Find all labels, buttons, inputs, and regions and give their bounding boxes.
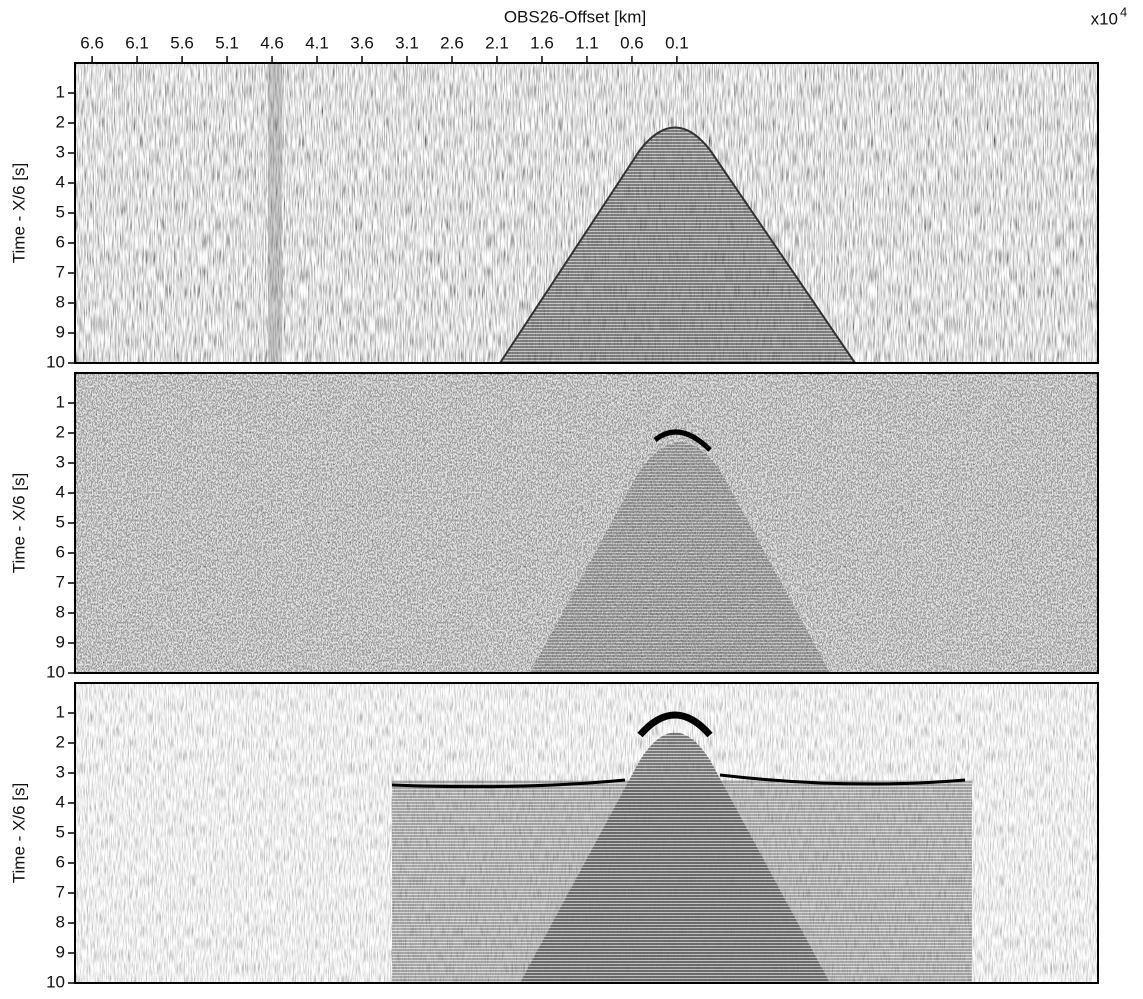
y-tick-label: 2 <box>56 732 65 751</box>
y-tick-label: 2 <box>56 112 65 131</box>
y-tick-label: 6 <box>56 232 65 251</box>
y-tick-label: 7 <box>56 262 65 281</box>
y-tick-label: 7 <box>56 572 65 591</box>
y-tick-label: 8 <box>56 912 65 931</box>
section-image <box>75 373 1098 673</box>
x-tick-label: 0.1 <box>665 33 689 52</box>
y-axis-label: Time - X/6 [s] <box>9 783 28 883</box>
y-tick-label: 10 <box>46 352 65 371</box>
x-tick-label: 1.6 <box>530 33 554 52</box>
y-tick-label: 1 <box>56 82 65 101</box>
y-tick-label: 6 <box>56 852 65 871</box>
x-tick-label: 5.6 <box>170 33 194 52</box>
y-axis-label: Time - X/6 [s] <box>9 163 28 263</box>
x-tick-label: 5.1 <box>215 33 239 52</box>
y-tick-label: 6 <box>56 542 65 561</box>
y-tick-label: 7 <box>56 882 65 901</box>
section-image <box>75 683 1098 983</box>
y-tick-label: 4 <box>56 792 65 811</box>
x-scale-base: x10 <box>1091 9 1118 28</box>
y-tick-label: 9 <box>56 942 65 961</box>
y-tick-label: 1 <box>56 392 65 411</box>
y-axis-label: Time - X/6 [s] <box>9 473 28 573</box>
x-tick-label: 6.6 <box>80 33 104 52</box>
x-tick-label: 1.1 <box>575 33 599 52</box>
y-tick-label: 1 <box>56 702 65 721</box>
x-tick-label: 3.6 <box>350 33 374 52</box>
section-image <box>75 63 1098 363</box>
y-tick-label: 5 <box>56 512 65 531</box>
x-tick-label: 0.6 <box>620 33 644 52</box>
y-tick-label: 10 <box>46 972 65 991</box>
y-tick-label: 5 <box>56 202 65 221</box>
x-tick-label: 4.1 <box>305 33 329 52</box>
x-tick-label: 3.1 <box>395 33 419 52</box>
y-tick-label: 9 <box>56 322 65 341</box>
x-axis-title: OBS26-Offset [km] <box>504 7 646 26</box>
x-scale-exponent: 4 <box>1120 4 1127 19</box>
y-tick-label: 3 <box>56 762 65 781</box>
y-tick-label: 8 <box>56 602 65 621</box>
y-tick-label: 10 <box>46 662 65 681</box>
x-tick-label: 4.6 <box>260 33 284 52</box>
y-tick-label: 8 <box>56 292 65 311</box>
x-tick-label: 2.6 <box>440 33 464 52</box>
y-tick-label: 3 <box>56 142 65 161</box>
y-tick-label: 4 <box>56 172 65 191</box>
y-tick-label: 3 <box>56 452 65 471</box>
y-tick-label: 5 <box>56 822 65 841</box>
y-tick-label: 9 <box>56 632 65 651</box>
x-tick-label: 2.1 <box>485 33 509 52</box>
y-tick-label: 4 <box>56 482 65 501</box>
x-tick-label: 6.1 <box>125 33 149 52</box>
y-tick-label: 2 <box>56 422 65 441</box>
